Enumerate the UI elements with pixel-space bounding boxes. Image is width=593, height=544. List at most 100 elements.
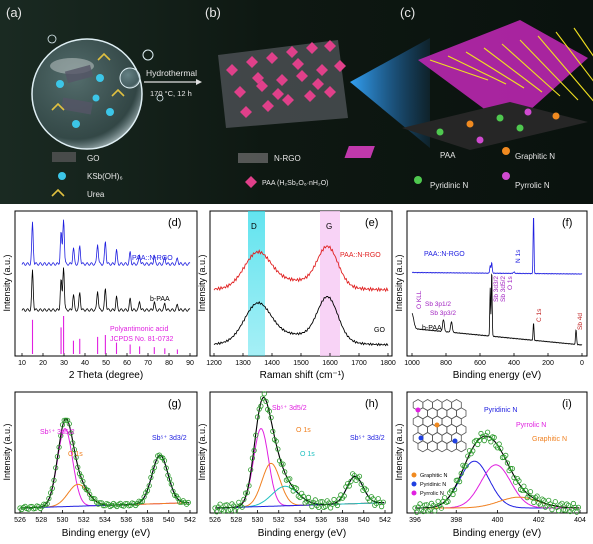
paa-octahedron <box>246 56 258 68</box>
data-point <box>280 461 286 467</box>
data-point <box>353 477 359 483</box>
data-point <box>288 483 295 490</box>
x-tick-label: 398 <box>450 517 462 524</box>
panel-e-raman: (e) Intensity (a.u.) Raman shift (cm⁻¹) … <box>197 210 396 381</box>
x-tick-label: 532 <box>78 517 90 524</box>
paa-octahedron <box>234 86 246 98</box>
data-point <box>511 474 517 481</box>
data-point <box>160 455 166 461</box>
data-point <box>329 501 335 507</box>
x-tick-label: 200 <box>542 360 554 367</box>
raman-trace-go <box>213 296 389 347</box>
xps-label-sb3p32: Sb 3p3/2 <box>430 310 456 317</box>
x-tick-label: 542 <box>184 517 196 524</box>
panel-e-xlabel: Raman shift (cm⁻¹) <box>260 370 345 381</box>
pyrrolic-n-site <box>415 407 421 413</box>
data-point <box>484 429 491 435</box>
panel-g-tag: (g) <box>168 398 181 410</box>
raman-band-g <box>320 211 340 356</box>
data-point <box>241 496 247 502</box>
data-point <box>297 494 303 501</box>
paa-octahedron <box>266 52 278 64</box>
data-point <box>572 504 578 510</box>
data-point <box>54 453 61 460</box>
x-tick-label: 402 <box>533 517 545 524</box>
paa-octahedron <box>304 90 316 102</box>
lattice-bond <box>501 43 561 97</box>
data-point <box>316 504 322 510</box>
data-point <box>465 453 471 459</box>
data-point <box>412 505 418 511</box>
legend-c-pyridinic: Pyridinic N <box>430 181 468 190</box>
data-point <box>455 477 461 483</box>
data-point <box>282 469 288 475</box>
x-tick-label: 404 <box>574 517 586 524</box>
bubble-reactor <box>31 34 164 150</box>
x-tick-label: 1200 <box>206 360 222 367</box>
xrd-trace-b-paa <box>21 267 191 312</box>
data-point <box>456 478 463 485</box>
light-beam <box>350 38 430 148</box>
data-point <box>268 414 274 421</box>
data-point <box>302 500 308 506</box>
graphene-hexagon <box>456 440 467 453</box>
h-label-sb-3d52: Sb⁵⁺ 3d5/2 <box>272 405 307 412</box>
panel-label-c: (c) <box>400 5 415 20</box>
data-point <box>552 499 558 505</box>
data-point <box>47 490 54 496</box>
panel-i-tag: (i) <box>562 398 572 410</box>
x-tick-label: 528 <box>230 517 242 524</box>
x-tick-label: 1700 <box>351 360 367 367</box>
data-point <box>163 465 169 471</box>
raman-band-d <box>248 211 265 356</box>
lattice-bond <box>429 59 489 81</box>
data-point <box>97 500 103 506</box>
data-point <box>370 496 376 502</box>
data-point <box>480 433 486 439</box>
panel-e-ylabel: Intensity (a.u.) <box>197 254 207 311</box>
pyridinic-n-site <box>418 435 424 441</box>
data-point <box>478 430 484 437</box>
inset-legend-pyrrolic: Pyrrolic N <box>420 491 444 497</box>
data-point <box>110 500 117 507</box>
raman-trace-paa-nrgo <box>213 245 389 293</box>
data-point <box>49 485 55 491</box>
hydrothermal-label: Hydrothermal <box>146 68 197 78</box>
data-point <box>380 499 386 505</box>
data-point <box>184 501 190 507</box>
x-tick-label: 538 <box>337 517 349 524</box>
xps-label-b-paa: b-PAA <box>422 325 442 332</box>
data-point <box>70 440 76 446</box>
data-point <box>239 504 245 510</box>
x-tick-label: 532 <box>273 517 285 524</box>
data-point <box>75 464 81 470</box>
legend-c-graphitic: Graphitic N <box>515 152 555 161</box>
data-point <box>278 461 284 467</box>
data-point <box>287 476 293 482</box>
x-tick-label: 1300 <box>235 360 251 367</box>
data-point <box>215 504 221 510</box>
data-point <box>168 481 174 487</box>
data-point <box>265 406 271 413</box>
composite-sheet <box>218 40 348 128</box>
paa-octahedron <box>272 88 284 100</box>
data-point <box>574 509 580 515</box>
crystal-lattice <box>402 20 593 150</box>
data-point <box>438 505 444 511</box>
data-point <box>220 508 227 514</box>
x-tick-label: 40 <box>81 360 89 367</box>
panel-f-xlabel: Binding energy (eV) <box>453 370 541 381</box>
data-point <box>521 483 527 489</box>
g-label-sb-3d32: Sb⁵⁺ 3d3/2 <box>152 435 187 442</box>
panel-h-sb3d: (h) Intensity (a.u.) Binding energy (eV)… <box>197 391 393 539</box>
data-point <box>266 408 272 414</box>
data-point <box>317 499 323 505</box>
data-point <box>63 417 69 423</box>
x-tick-label: 1500 <box>293 360 309 367</box>
data-point <box>466 448 473 454</box>
xrd-label-ref-name: Polyantimonic acid <box>110 326 168 333</box>
data-point <box>56 444 62 450</box>
data-point <box>508 465 514 472</box>
x-tick-label: 1800 <box>380 360 396 367</box>
paa-octahedron <box>252 72 264 84</box>
